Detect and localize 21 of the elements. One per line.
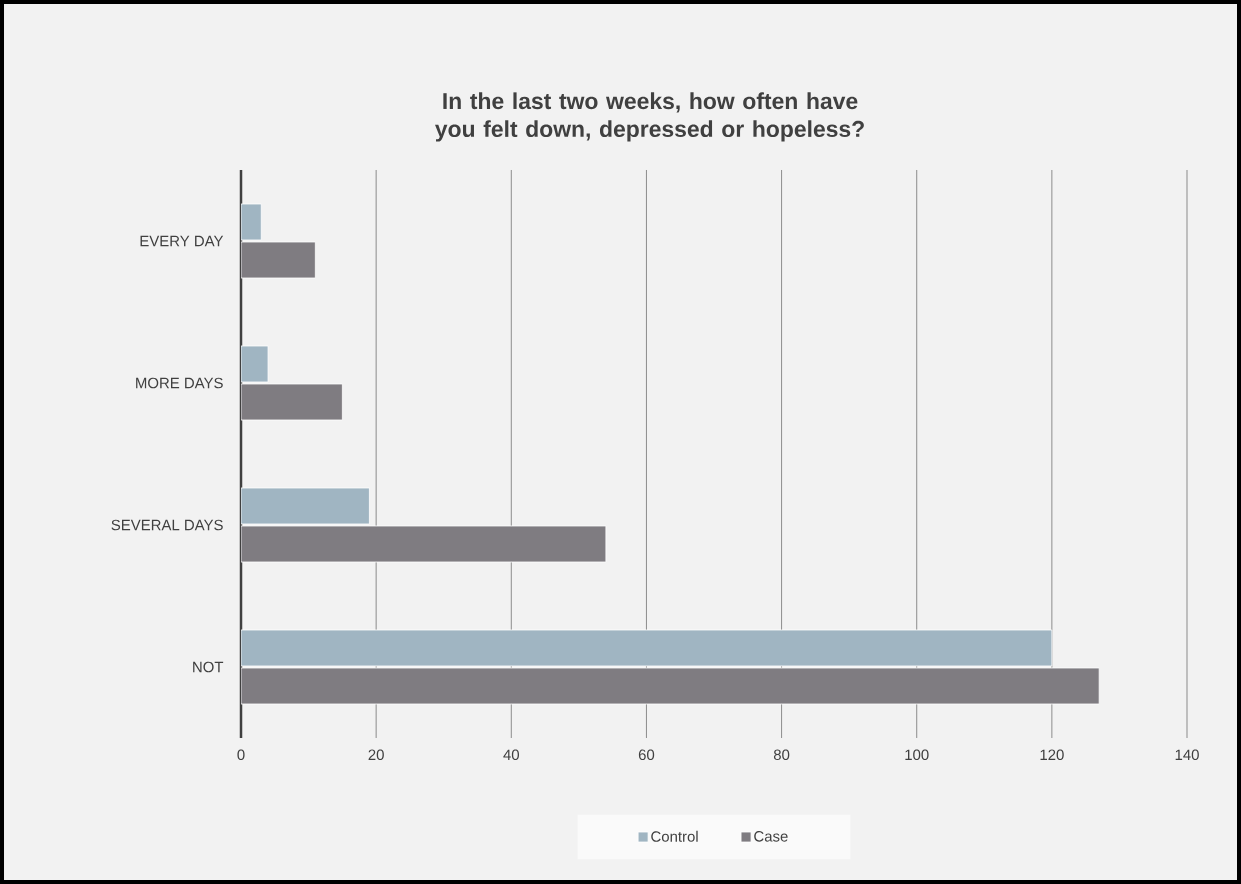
legend-label: Case bbox=[754, 831, 788, 842]
y-tick-label: NOT bbox=[193, 661, 224, 673]
x-tick-label: 100 bbox=[905, 749, 929, 761]
y-tick-label: EVERY DAY bbox=[140, 235, 224, 247]
x-tick-label: 140 bbox=[1175, 749, 1199, 761]
y-tick-label: MORE DAYS bbox=[136, 377, 223, 389]
bar bbox=[241, 487, 370, 525]
bar bbox=[241, 241, 316, 279]
y-tick-label: SEVERAL DAYS bbox=[111, 519, 223, 531]
legend-label: Control bbox=[651, 830, 698, 842]
x-tick-label: 80 bbox=[773, 749, 790, 761]
bar bbox=[241, 629, 1053, 667]
bar bbox=[241, 525, 607, 563]
bar bbox=[241, 667, 1100, 705]
chart-title: In the last two weeks, how often have you felt down, depressed or hopeless? bbox=[435, 92, 864, 142]
bar bbox=[241, 383, 343, 421]
x-tick-label: 60 bbox=[638, 749, 655, 761]
x-tick-label: 20 bbox=[368, 749, 384, 761]
x-tick-label: 40 bbox=[503, 749, 520, 761]
x-tick-label: 120 bbox=[1040, 749, 1064, 761]
x-tick-label: 0 bbox=[237, 749, 245, 761]
